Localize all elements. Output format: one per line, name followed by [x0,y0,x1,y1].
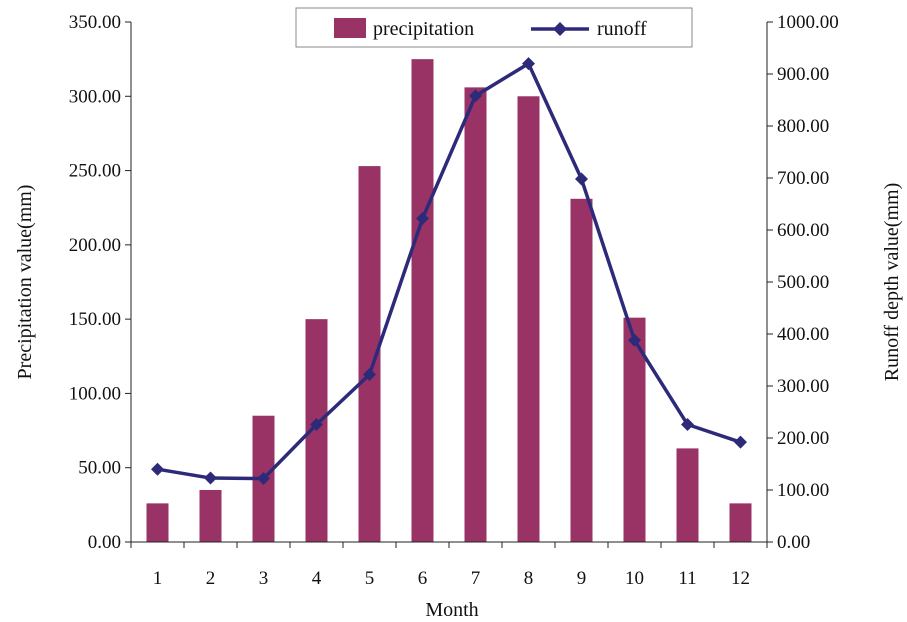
y2-tick-label: 1000.00 [777,12,839,33]
x-tick-label: 5 [365,568,375,589]
runoff-point-6 [416,212,429,226]
runoff-point-9 [575,172,588,186]
y2-tick-label: 100.00 [777,480,829,501]
x-tick-label: 2 [206,568,216,589]
y2-tick-label: 500.00 [777,272,829,293]
bars-group [146,59,752,543]
runoff-point-10 [628,333,641,347]
ticks-group: 0.0050.00100.00150.00200.00250.00300.003… [69,12,839,589]
y2-tick-label: 700.00 [777,168,829,189]
y-axis-title: Precipitation value(mm) [14,185,36,380]
runoff-point-1 [151,462,164,476]
runoff-point-5 [363,368,376,382]
bar-precipitation-9 [570,198,593,543]
bar-precipitation-5 [358,166,381,542]
x-tick-label: 9 [577,568,587,589]
legend: precipitation runoff [295,7,693,48]
bar-precipitation-11 [676,448,699,542]
x-tick-label: 1 [153,568,163,589]
y-tick-label: 0.00 [88,532,121,553]
y-tick-label: 200.00 [69,235,121,256]
bar-precipitation-2 [199,490,222,542]
legend-swatch-precipitation [334,18,366,38]
x-tick-label: 4 [312,568,322,589]
runoff-point-2 [204,471,217,485]
bar-precipitation-12 [729,503,752,542]
x-tick-label: 12 [731,568,750,589]
x-tick-label: 7 [471,568,481,589]
legend-label-precipitation: precipitation [373,18,474,40]
y-tick-label: 350.00 [69,12,121,33]
bar-precipitation-1 [146,503,169,542]
runoff-point-11 [681,417,694,431]
x-tick-label: 3 [259,568,269,589]
y-tick-label: 100.00 [69,383,121,404]
y-tick-label: 50.00 [78,458,121,479]
y-tick-label: 300.00 [69,86,121,107]
runoff-point-4 [310,417,323,431]
y2-tick-label: 600.00 [777,220,829,241]
legend-marker-runoff [553,22,567,36]
runoff-line [157,61,742,481]
runoff-point-8 [522,57,535,71]
bar-precipitation-6 [411,59,434,543]
x-tick-label: 6 [418,568,428,589]
x-axis-title: Month [425,599,478,621]
bar-precipitation-10 [623,317,646,542]
y2-axis-title: Runoff depth value(mm) [881,183,903,381]
y-tick-label: 250.00 [69,161,121,182]
runoff-point-3 [257,472,270,486]
y2-tick-label: 0.00 [777,532,810,553]
bar-precipitation-7 [464,87,487,542]
axes-group [130,22,768,543]
bar-precipitation-8 [517,96,540,543]
runoff-point-7 [469,89,482,103]
x-tick-label: 10 [625,568,644,589]
legend-label-runoff: runoff [597,18,647,40]
y2-tick-label: 900.00 [777,64,829,85]
runoff-point-12 [734,435,747,449]
y2-tick-label: 400.00 [777,324,829,345]
y2-tick-label: 200.00 [777,428,829,449]
y2-tick-label: 300.00 [777,376,829,397]
x-tick-label: 11 [678,568,696,589]
x-tick-label: 8 [524,568,534,589]
y-tick-label: 150.00 [69,309,121,330]
y2-tick-label: 800.00 [777,116,829,137]
runoff-line-group [151,57,747,486]
